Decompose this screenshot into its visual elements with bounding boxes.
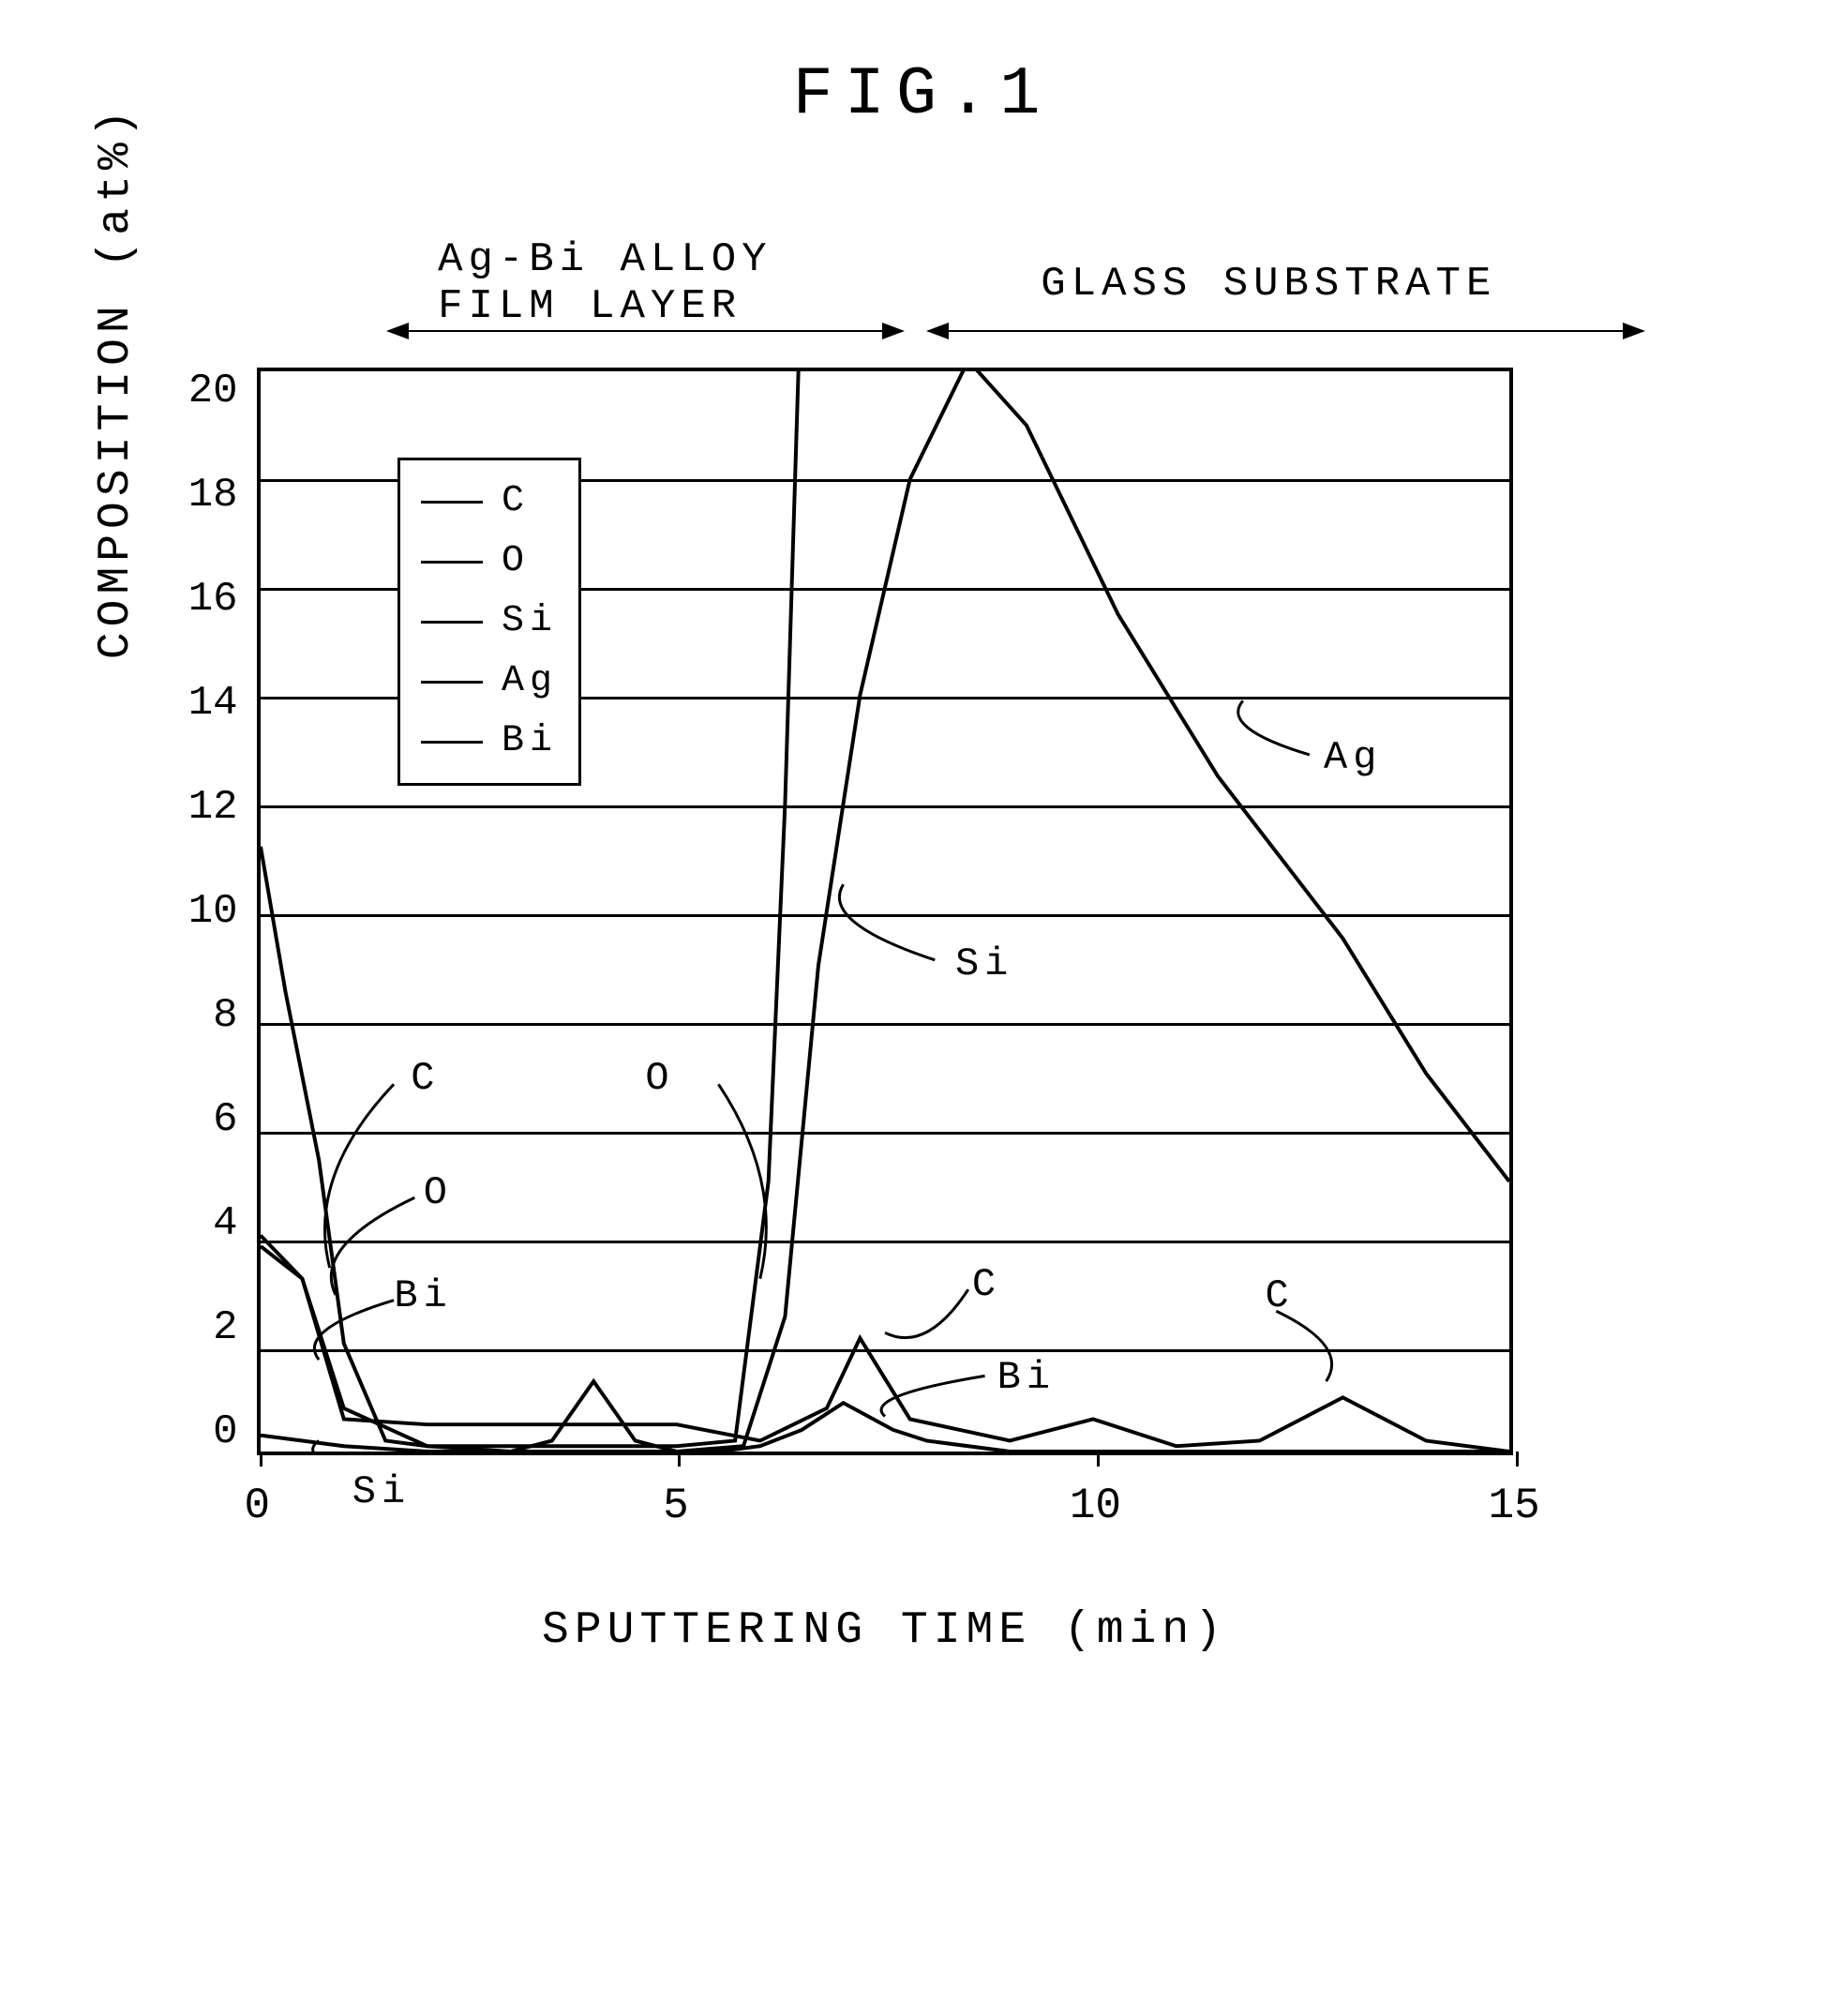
legend: COSiAgBi [397,458,581,786]
series-label-bi-9: Bi [997,1355,1056,1400]
label-pointer-9 [881,1376,985,1416]
legend-label: Bi [502,712,558,772]
x-tickmark [678,1452,681,1467]
y-tick: 10 [188,888,238,935]
y-ticks: 20181614121086420 [126,368,238,1455]
legend-item-si: Si [421,592,558,652]
y-tick: 2 [213,1304,237,1351]
region-label-0: Ag-Bi ALLOY FILM LAYER [438,236,772,330]
label-pointer-7 [885,1289,968,1337]
y-tick: 8 [213,992,237,1039]
series-label-bi-3: Bi [394,1273,452,1318]
legend-label: Si [502,592,558,652]
x-tick: 15 [1489,1482,1540,1530]
region-labels: Ag-Bi ALLOY FILM LAYER GLASS SUBSTRATE [388,236,1644,368]
y-tick: 16 [188,576,238,623]
series-label-c-8: C [1266,1273,1295,1318]
series-label-o-2: O [424,1170,453,1215]
legend-item-o: O [421,532,558,592]
series-label-si-5: Si [955,941,1013,986]
region-arrow-0 [388,330,903,332]
legend-item-bi: Bi [421,712,558,772]
y-tick: 4 [213,1200,237,1247]
legend-item-c: C [421,472,558,532]
legend-label: C [502,472,530,532]
figure-title: FIG.1 [37,56,1807,133]
y-tick: 18 [188,472,238,519]
legend-swatch [421,561,483,564]
y-tick: 6 [213,1096,237,1143]
label-pointer-6 [1237,700,1309,755]
series-label-si-4: Si [352,1469,411,1514]
series-label-o-1: O [645,1056,674,1101]
x-tickmark [1097,1452,1100,1467]
label-pointer-8 [1276,1311,1331,1381]
legend-label: Ag [502,652,558,712]
y-axis-label: COMPOSITION (at%) [91,104,142,659]
region-label-1: GLASS SUBSTRATE [1041,261,1496,308]
legend-swatch [421,681,483,684]
legend-swatch [421,501,483,504]
x-tick: 5 [663,1482,689,1530]
series-label-c-7: C [972,1262,1001,1307]
series-label-ag-6: Ag [1324,735,1382,780]
legend-swatch [421,621,483,624]
legend-label: O [502,532,530,592]
series-label-c-0: C [411,1056,440,1101]
legend-swatch [421,741,483,744]
y-tick: 12 [188,784,238,831]
y-tick: 0 [213,1408,237,1455]
x-tickmark [260,1452,262,1467]
plot-wrapper: COMPOSITION (at%) 20181614121086420 COSi… [126,368,1719,1455]
region-arrow-1 [928,330,1644,332]
x-tick: 10 [1070,1482,1121,1530]
label-pointer-0 [324,1084,394,1268]
chart: Ag-Bi ALLOY FILM LAYERGLASS SUBSTRATE CO… [126,236,1719,1656]
label-pointer-5 [839,884,935,960]
plot-area: COSiAgBi COOBiSiSiAgCCBi [257,368,1513,1455]
x-tick: 0 [245,1482,271,1530]
x-tickmark [1516,1452,1519,1467]
x-ticks: 051015 [257,1482,1513,1538]
y-tick: 20 [188,368,238,414]
x-axis-label: SPUTTERING TIME (min) [257,1605,1513,1656]
y-tick: 14 [188,680,238,727]
legend-item-ag: Ag [421,652,558,712]
